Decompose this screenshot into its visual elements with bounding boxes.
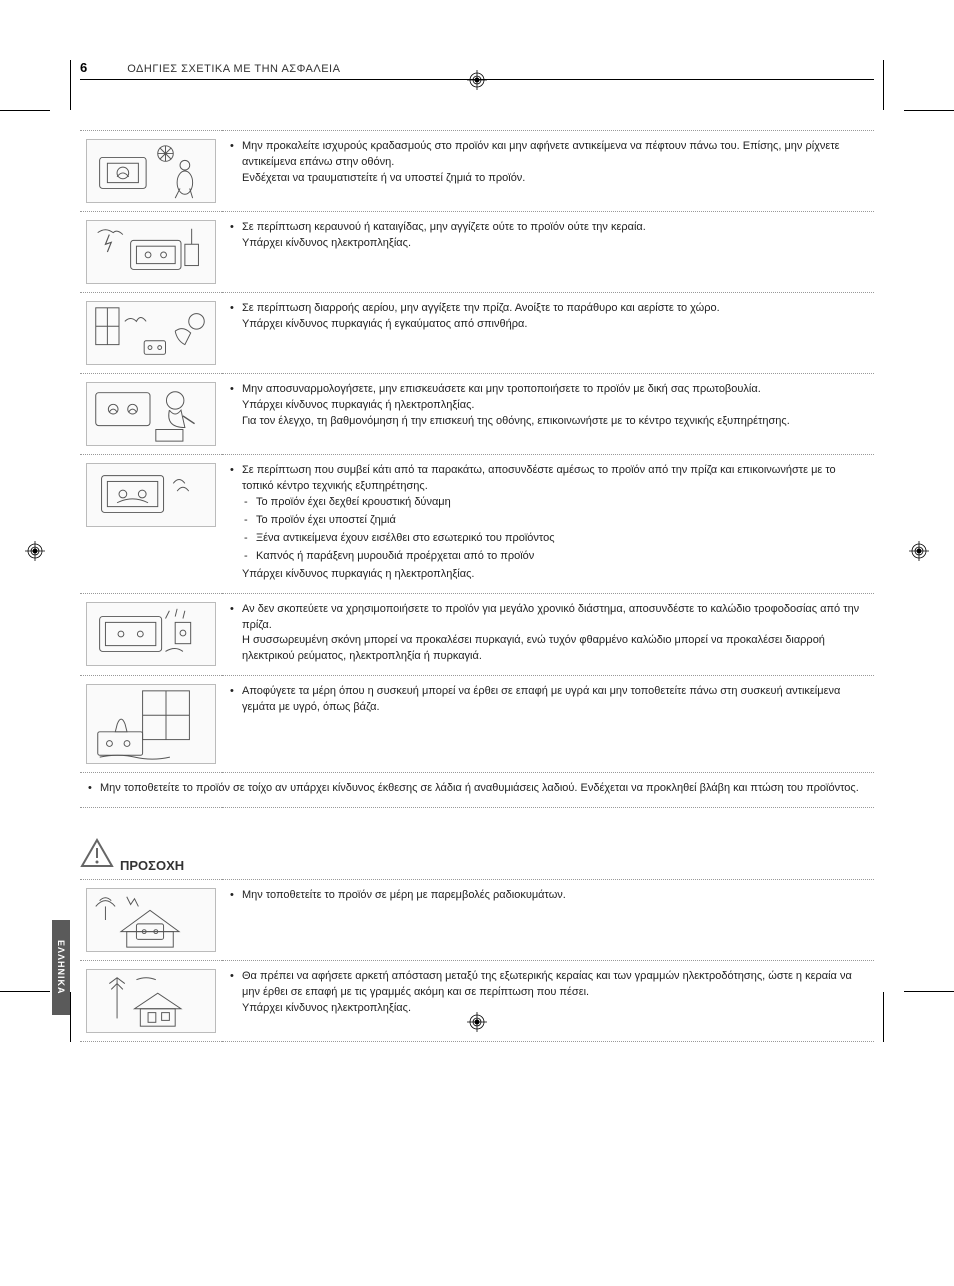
warning-row: Μην αποσυναρμολογήσετε, μην επισκευάσετε… — [80, 374, 874, 455]
warning-item: Ξένα αντικείμενα έχουν εισέλθει στο εσωτ… — [256, 531, 868, 547]
crop-mark — [904, 110, 954, 111]
warning-text: Σε περίπτωση που συμβεί κάτι από τα παρα… — [242, 464, 836, 492]
cautions-table: Μην τοποθετείτε το προϊόν σε μέρη με παρ… — [80, 879, 874, 1042]
crop-mark — [883, 60, 884, 110]
warning-subtext: Η συσσωρευμένη σκόνη μπορεί να προκαλέσε… — [242, 634, 825, 662]
caution-row: Μην τοποθετείτε το προϊόν σε μέρη με παρ… — [80, 880, 874, 961]
antenna-distance-icon — [86, 969, 216, 1033]
warning-subtext: Για τον έλεγχο, τη βαθμονόμηση ή την επι… — [242, 415, 790, 427]
warning-subtext: Υπάρχει κίνδυνος ηλεκτροπληξίας. — [242, 237, 411, 249]
warning-text: Αποφύγετε τα μέρη όπου η συσκευή μπορεί … — [242, 685, 840, 713]
warning-text: Μην προκαλείτε ισχυρούς κραδασμούς στο π… — [242, 140, 840, 168]
section-title: ΟΔΗΓΙΕΣ ΣΧΕΤΙΚΑ ΜΕ ΤΗΝ ΑΣΦΑΛΕΙΑ — [127, 63, 340, 75]
caution-text: Θα πρέπει να αφήσετε αρκετή απόσταση μετ… — [242, 970, 852, 998]
gas-leak-icon — [86, 301, 216, 365]
register-mark-right — [909, 541, 929, 561]
warning-text: Σε περίπτωση διαρροής αερίου, μην αγγίξε… — [242, 302, 720, 314]
caution-label: ΠΡΟΣΟΧΗ — [120, 858, 184, 873]
no-repair-icon — [86, 382, 216, 446]
page-header: 6 ΟΔΗΓΙΕΣ ΣΧΕΤΙΚΑ ΜΕ ΤΗΝ ΑΣΦΑΛΕΙΑ — [80, 60, 874, 80]
warning-row: Σε περίπτωση διαρροής αερίου, μην αγγίξε… — [80, 293, 874, 374]
lightning-icon — [86, 220, 216, 284]
language-tab: ΕΛΛΗΝΙΚΑ — [52, 920, 70, 1015]
warning-subtext: Ενδέχεται να τραυματιστείτε ή να υποστεί… — [242, 172, 525, 184]
crop-mark — [0, 110, 50, 111]
caution-section: ΠΡΟΣΟΧΗ Μην τοποθετείτε το προϊόν σε μέρ… — [80, 838, 874, 1042]
warnings-table: Μην προκαλείτε ισχυρούς κραδασμούς στο π… — [80, 130, 874, 808]
warning-item: Το προϊόν έχει υποστεί ζημιά — [256, 513, 868, 529]
warning-text: Μην αποσυναρμολογήσετε, μην επισκευάσετε… — [242, 383, 761, 395]
warning-text: Σε περίπτωση κεραυνού ή καταιγίδας, μην … — [242, 221, 646, 233]
warning-text: Αν δεν σκοπεύετε να χρησιμοποιήσετε το π… — [242, 603, 859, 631]
crop-mark — [904, 991, 954, 992]
impact-icon — [86, 139, 216, 203]
warning-item: Το προϊόν έχει δεχθεί κρουστική δύναμη — [256, 495, 868, 511]
water-icon — [86, 684, 216, 764]
caution-text: Μην τοποθετείτε το προϊόν σε μέρη με παρ… — [242, 889, 566, 901]
page-number: 6 — [80, 60, 87, 75]
warning-subtext: Υπάρχει κίνδυνος πυρκαγιάς η ηλεκτροπληξ… — [242, 568, 474, 580]
caution-subtext: Υπάρχει κίνδυνος ηλεκτροπληξίας. — [242, 1002, 411, 1014]
warning-item: Καπνός ή παράξενη μυρουδιά προέρχεται απ… — [256, 549, 868, 565]
warning-row: Αν δεν σκοπεύετε να χρησιμοποιήσετε το π… — [80, 593, 874, 676]
warning-subtext: Υπάρχει κίνδυνος πυρκαγιάς ή εγκαύματος … — [242, 318, 527, 330]
warning-row-full: Μην τοποθετείτε το προϊόν σε τοίχο αν υπ… — [80, 773, 874, 808]
warning-row: Σε περίπτωση που συμβεί κάτι από τα παρα… — [80, 455, 874, 594]
caution-triangle-icon — [80, 838, 114, 873]
crop-mark — [70, 992, 71, 1042]
page-content: ΕΛΛΗΝΙΚΑ 6 ΟΔΗΓΙΕΣ ΣΧΕΤΙΚΑ ΜΕ ΤΗΝ ΑΣΦΑΛΕ… — [80, 60, 874, 1042]
crop-mark — [70, 60, 71, 110]
radio-interference-icon — [86, 888, 216, 952]
crop-mark — [0, 991, 50, 992]
warning-row: Σε περίπτωση κεραυνού ή καταιγίδας, μην … — [80, 212, 874, 293]
warning-row: Αποφύγετε τα μέρη όπου η συσκευή μπορεί … — [80, 676, 874, 773]
warning-subtext: Υπάρχει κίνδυνος πυρκαγιάς ή ηλεκτροπληξ… — [242, 399, 474, 411]
warning-row: Μην προκαλείτε ισχυρούς κραδασμούς στο π… — [80, 131, 874, 212]
disconnect-icon — [86, 463, 216, 527]
register-mark-left — [25, 541, 45, 561]
warning-text: Μην τοποθετείτε το προϊόν σε τοίχο αν υπ… — [100, 782, 859, 794]
unplug-icon — [86, 602, 216, 666]
caution-row: Θα πρέπει να αφήσετε αρκετή απόσταση μετ… — [80, 961, 874, 1042]
crop-mark — [883, 992, 884, 1042]
